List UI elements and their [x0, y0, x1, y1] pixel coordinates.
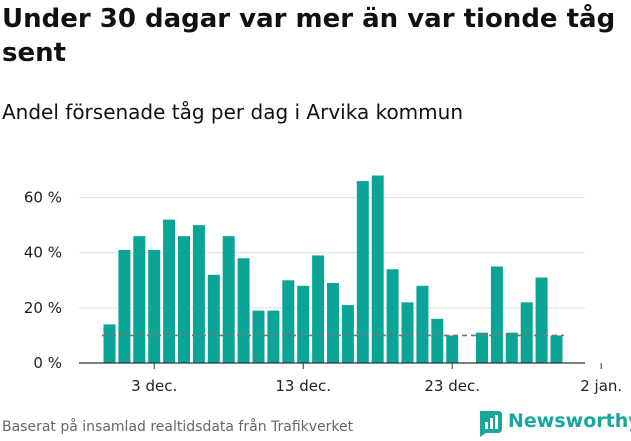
bar [327, 283, 339, 363]
bar [163, 219, 176, 363]
bar [252, 310, 265, 363]
bar [535, 277, 548, 363]
bar [133, 236, 146, 363]
bar [148, 249, 161, 363]
bar [207, 274, 220, 363]
newsworthy-logo: Newsworthy [476, 409, 631, 437]
y-tick-label: 40 % [24, 244, 62, 262]
x-tick-label: 3 dec. [131, 377, 177, 395]
bar [341, 305, 354, 363]
x-tick-label: 13 dec. [275, 377, 331, 395]
bars [103, 175, 563, 363]
bar [356, 181, 369, 363]
bar [312, 255, 325, 363]
bar [237, 258, 250, 363]
bar [267, 310, 280, 363]
chart-subtitle: Andel försenade tåg per dag i Arvika kom… [2, 100, 463, 124]
chart-title: Under 30 dagar var mer än var tionde tåg… [2, 4, 616, 68]
bar [297, 285, 310, 363]
bar [386, 269, 399, 363]
bar [505, 332, 518, 363]
bar-chart: 0 % 20 % 40 % 60 % 3 dec. 13 dec. 23 dec. 2 ja… [24, 175, 622, 395]
bar [192, 225, 205, 363]
source-note: Baserat på insamlad realtidsdata från Tr… [2, 419, 354, 435]
bar [550, 335, 563, 363]
bar [371, 175, 384, 363]
bar [446, 335, 459, 363]
bar [103, 324, 116, 363]
bar [520, 302, 533, 363]
bar [416, 285, 429, 363]
bar [222, 236, 235, 363]
x-tick-label: 23 dec. [424, 377, 480, 395]
bar [431, 318, 444, 363]
bar [282, 280, 295, 363]
bar [476, 332, 488, 363]
y-tick-label: 20 % [24, 299, 62, 317]
newsworthy-logo-text: Newsworthy [508, 410, 631, 432]
y-tick-label: 0 % [33, 354, 62, 372]
bar [490, 266, 503, 363]
bar [178, 236, 190, 363]
bar [401, 302, 414, 363]
bar [118, 249, 131, 363]
y-tick-label: 60 % [24, 189, 62, 207]
y-tick-labels: 0 % 20 % 40 % 60 % [24, 189, 62, 372]
newsworthy-logo-icon [480, 411, 502, 437]
x-tick-label: 2 jan. [580, 377, 622, 395]
x-tick-labels: 3 dec. 13 dec. 23 dec. 2 jan. [131, 363, 622, 395]
